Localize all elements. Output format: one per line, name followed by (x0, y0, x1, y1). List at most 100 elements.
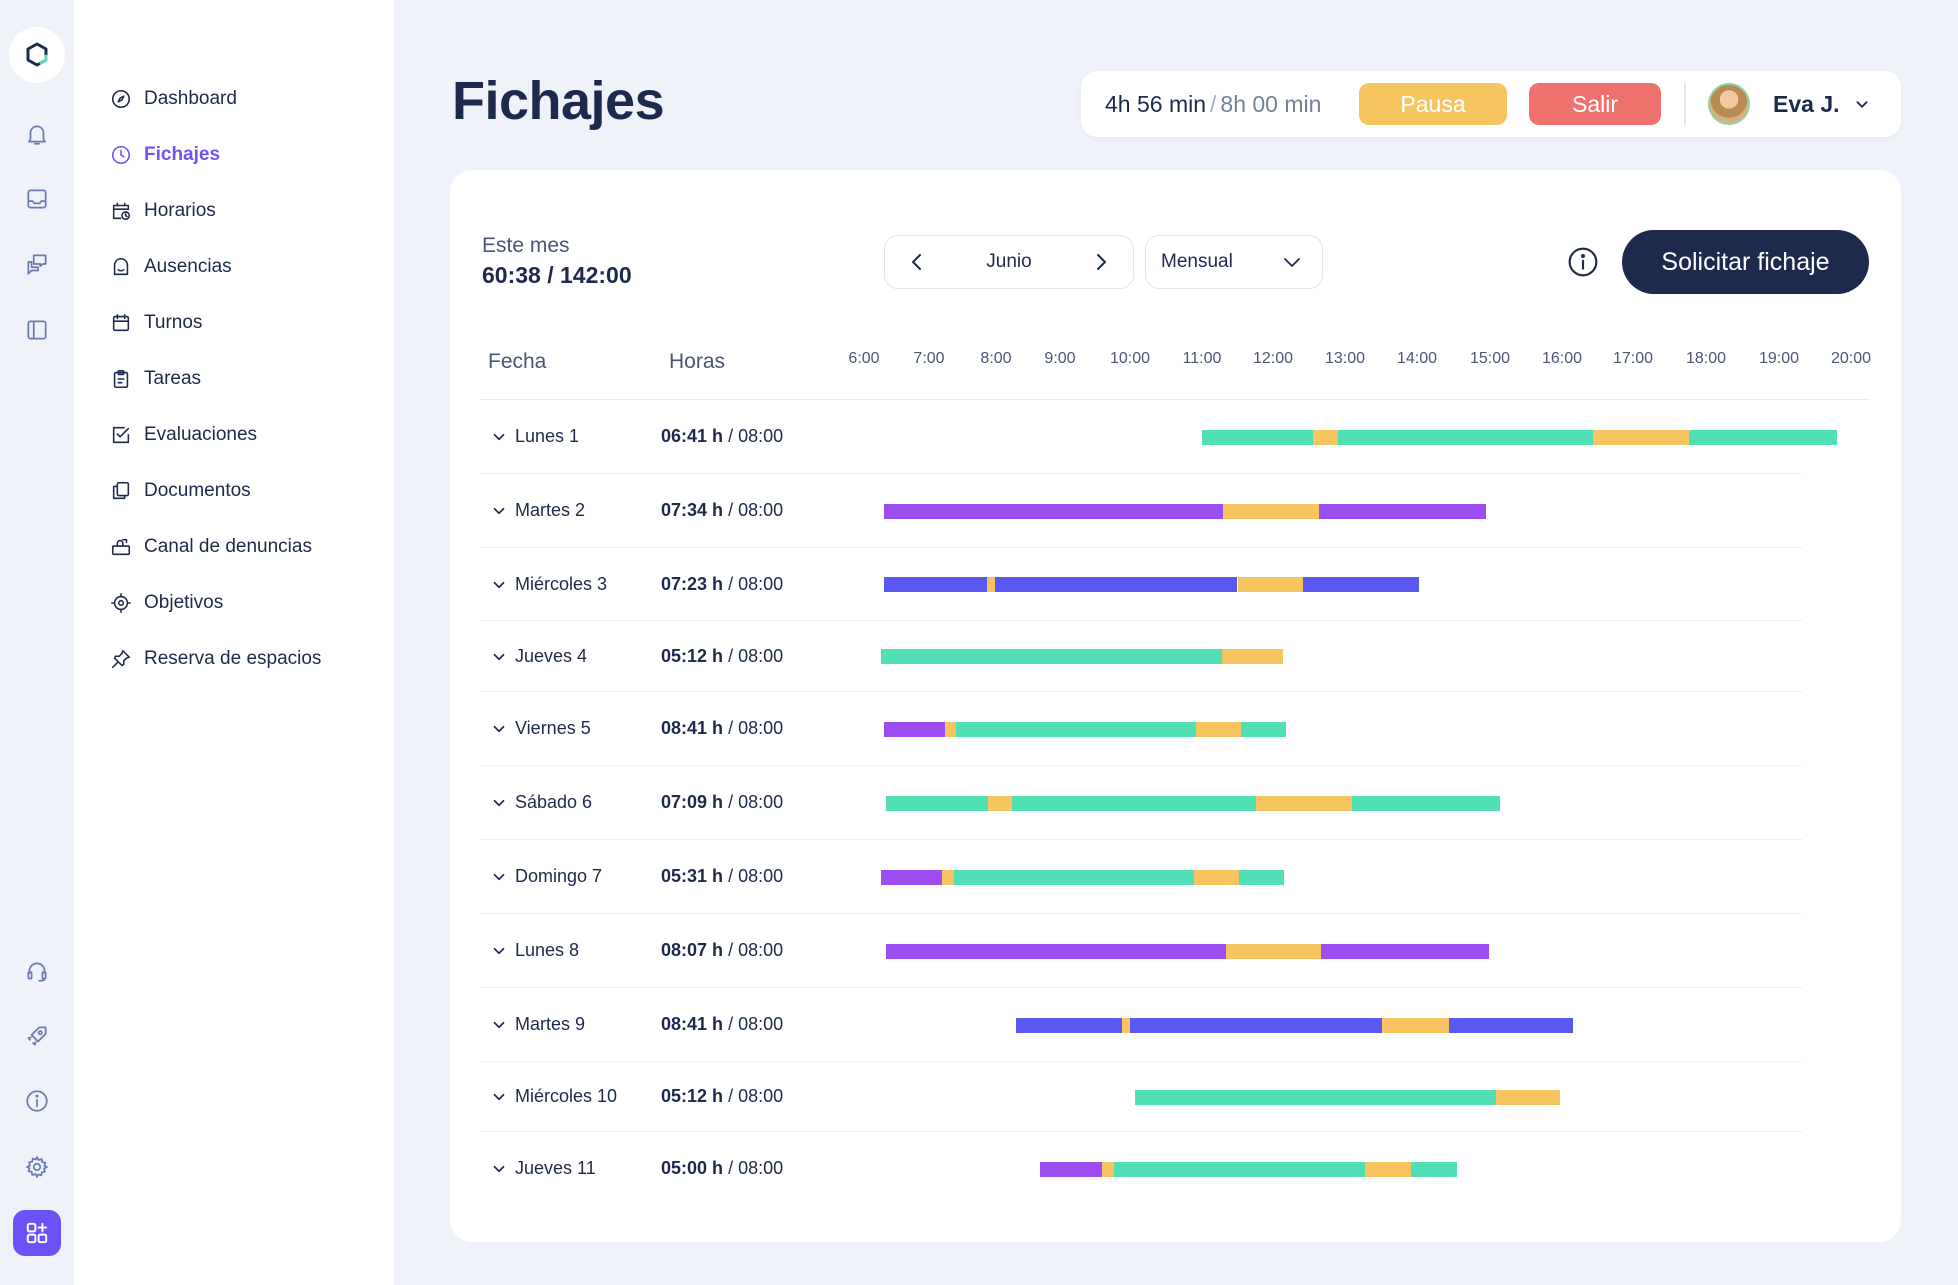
timeline-segment-blue[interactable] (1130, 1017, 1383, 1033)
timeline-segment-green[interactable] (955, 721, 1196, 737)
timeline-segment-green[interactable] (1134, 1089, 1496, 1105)
table-row[interactable]: Domingo 7 05:31 h / 08:00 (480, 840, 1802, 914)
rocket-icon[interactable] (15, 1014, 59, 1058)
app-logo[interactable] (9, 27, 65, 83)
timeline-segment-green[interactable] (1202, 429, 1313, 445)
timeline-segment-purple[interactable] (885, 943, 1226, 959)
timeline-segment-yellow[interactable] (1102, 1161, 1114, 1177)
chat-icon[interactable] (15, 242, 59, 286)
timeline-segment-green[interactable] (885, 795, 989, 811)
chevron-down-icon[interactable] (490, 794, 508, 812)
menu-item-reserva-de-espacios[interactable]: Reserva de espacios (110, 643, 321, 675)
table-row[interactable]: Miércoles 3 07:23 h / 08:00 (480, 548, 1802, 621)
timeline-segment-yellow[interactable] (1121, 1017, 1130, 1033)
timeline-segment-purple[interactable] (881, 869, 943, 885)
menu-item-evaluaciones[interactable]: Evaluaciones (110, 419, 257, 451)
user-name[interactable]: Eva J. (1773, 91, 1840, 117)
timeline-segment-yellow[interactable] (1237, 577, 1303, 592)
timeline-segment-yellow[interactable] (1382, 1017, 1449, 1033)
exit-button[interactable]: Salir (1529, 83, 1661, 125)
menu-item-canal-de-denuncias[interactable]: Canal de denuncias (110, 531, 312, 563)
menu-item-turnos[interactable]: Turnos (110, 307, 202, 339)
timeline-segment-yellow[interactable] (987, 577, 995, 592)
timeline-segment-purple[interactable] (883, 721, 945, 737)
chevron-down-icon[interactable] (490, 1016, 508, 1034)
timeline-segment-green[interactable] (1238, 869, 1284, 885)
timeline-segment-blue[interactable] (1016, 1017, 1122, 1033)
chevron-right-icon[interactable] (1089, 250, 1113, 274)
timeline-segment-green[interactable] (1411, 1161, 1458, 1177)
timeline-segment-yellow[interactable] (944, 721, 956, 737)
timeline-segment-yellow[interactable] (1312, 429, 1338, 445)
table-row[interactable]: Lunes 1 06:41 h / 08:00 (480, 400, 1837, 474)
table-row[interactable]: Jueves 11 05:00 h / 08:00 (480, 1132, 1802, 1206)
headset-icon[interactable] (15, 949, 59, 993)
timeline-segment-purple[interactable] (1318, 503, 1487, 519)
timeline-segment-green[interactable] (1688, 429, 1837, 445)
chevron-down-icon[interactable] (490, 1088, 508, 1106)
timeline-segment-yellow[interactable] (1222, 649, 1283, 664)
sidebar-toggle-icon[interactable] (15, 308, 59, 352)
inbox-icon[interactable] (15, 177, 59, 221)
timeline-segment-yellow[interactable] (1196, 721, 1242, 737)
timeline-segment-yellow[interactable] (1256, 795, 1353, 811)
timeline-segment-green[interactable] (1113, 1161, 1366, 1177)
info-icon[interactable] (15, 1079, 59, 1123)
chevron-down-icon[interactable] (490, 720, 508, 738)
timeline-segment-purple[interactable] (1039, 1161, 1102, 1177)
timeline-segment-green[interactable] (953, 869, 1194, 885)
menu-item-horarios[interactable]: Horarios (110, 195, 216, 227)
timeline-segment-blue[interactable] (1303, 577, 1420, 592)
timeline-segment-purple[interactable] (883, 503, 1224, 519)
clock-icon (111, 145, 131, 165)
menu-item-fichajes[interactable]: Fichajes (110, 139, 220, 171)
info-icon[interactable] (1567, 246, 1599, 278)
request-clock-in-button[interactable]: Solicitar fichaje (1622, 230, 1869, 294)
chevron-down-icon[interactable] (490, 1160, 508, 1178)
avatar[interactable] (1708, 83, 1750, 125)
timeline-segment-yellow[interactable] (1592, 429, 1689, 445)
menu-item-documentos[interactable]: Documentos (110, 475, 251, 507)
timeline-segment-yellow[interactable] (1365, 1161, 1411, 1177)
menu-item-ausencias[interactable]: Ausencias (110, 251, 232, 283)
chevron-down-icon[interactable] (1851, 93, 1873, 115)
timeline-segment-blue[interactable] (994, 577, 1238, 592)
timeline-segment-purple[interactable] (1321, 943, 1489, 959)
table-row[interactable]: Martes 2 07:34 h / 08:00 (480, 474, 1802, 548)
table-row[interactable]: Viernes 5 08:41 h / 08:00 (480, 692, 1802, 766)
menu-item-tareas[interactable]: Tareas (110, 363, 201, 395)
chevron-down-icon[interactable] (490, 576, 508, 594)
timeline-segment-green[interactable] (881, 649, 1223, 664)
table-row[interactable]: Jueves 4 05:12 h / 08:00 (480, 621, 1802, 692)
timeline-segment-blue[interactable] (1448, 1017, 1573, 1033)
chevron-down-icon[interactable] (490, 428, 508, 446)
gear-icon[interactable] (15, 1145, 59, 1189)
timeline-segment-yellow[interactable] (1223, 503, 1319, 519)
chevron-down-icon[interactable] (490, 502, 508, 520)
timeline-segment-yellow[interactable] (1193, 869, 1239, 885)
pause-button[interactable]: Pausa (1359, 83, 1507, 125)
menu-item-objetivos[interactable]: Objetivos (110, 587, 223, 619)
chevron-down-icon[interactable] (490, 648, 508, 666)
expected-hours: / 08:00 (728, 1158, 784, 1178)
table-row[interactable]: Lunes 8 08:07 h / 08:00 (480, 914, 1802, 988)
timeline-segment-green[interactable] (1352, 795, 1500, 811)
apps-button[interactable] (13, 1210, 61, 1256)
timeline-segment-yellow[interactable] (1225, 943, 1321, 959)
table-row[interactable]: Miércoles 10 05:12 h / 08:00 (480, 1062, 1802, 1132)
timeline-segment-yellow[interactable] (942, 869, 954, 885)
chevron-down-icon[interactable] (490, 942, 508, 960)
timeline-segment-green[interactable] (1012, 795, 1257, 811)
timeline-segment-green[interactable] (1241, 721, 1287, 737)
table-row[interactable]: Sábado 6 07:09 h / 08:00 (480, 766, 1802, 840)
table-row[interactable]: Martes 9 08:41 h / 08:00 (480, 988, 1802, 1062)
timeline-segment-yellow[interactable] (1496, 1089, 1560, 1105)
timeline-segment-blue[interactable] (883, 577, 988, 592)
view-mode-select[interactable]: Mensual (1145, 235, 1323, 289)
timeline-segment-yellow[interactable] (988, 795, 1012, 811)
menu-item-dashboard[interactable]: Dashboard (110, 83, 237, 115)
bell-icon[interactable] (15, 112, 59, 156)
timeline-segment-green[interactable] (1337, 429, 1593, 445)
chevron-left-icon[interactable] (905, 250, 929, 274)
chevron-down-icon[interactable] (490, 868, 508, 886)
